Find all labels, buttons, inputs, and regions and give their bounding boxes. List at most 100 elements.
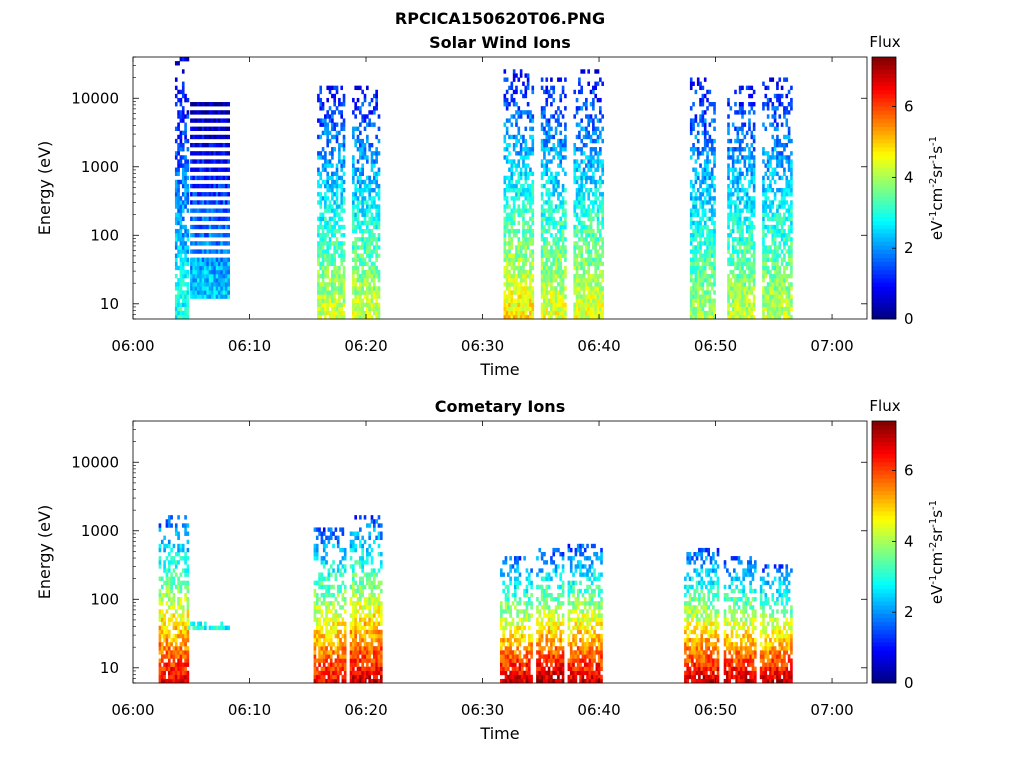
heatmap-cell [373, 302, 376, 308]
heatmap-cell [377, 126, 381, 131]
heatmap-cell [197, 257, 200, 262]
heatmap-cell [375, 216, 378, 222]
heatmap-cell [701, 93, 705, 99]
heatmap-cell [561, 220, 565, 226]
heatmap-cell [689, 306, 693, 312]
heatmap-cell [199, 257, 203, 262]
heatmap-cell [335, 290, 339, 295]
heatmap-cell [575, 286, 579, 291]
heatmap-cell [589, 302, 593, 308]
heatmap-cell [179, 588, 183, 594]
heatmap-cell [524, 89, 528, 95]
heatmap-cell [354, 290, 357, 295]
heatmap-cell [206, 192, 210, 197]
heatmap-cell [313, 642, 317, 647]
heatmap-cell [181, 110, 185, 115]
heatmap-cell [689, 278, 693, 283]
heatmap-cell [354, 224, 357, 230]
heatmap-cell [340, 204, 344, 209]
heatmap-cell [373, 93, 376, 99]
heatmap-cell [543, 138, 546, 144]
heatmap-cell [750, 102, 754, 107]
heatmap-cell [375, 290, 378, 295]
heatmap-cell [184, 580, 187, 586]
heatmap-cell [727, 192, 730, 197]
heatmap-cell [561, 290, 565, 295]
heatmap-cell [524, 310, 528, 316]
heatmap-cell [352, 249, 355, 254]
heatmap-cell [773, 241, 777, 246]
heatmap-cell [585, 282, 588, 287]
heatmap-cell [561, 237, 565, 242]
heatmap-cell [370, 294, 374, 299]
heatmap-cell [174, 527, 178, 532]
heatmap-cell [706, 163, 709, 168]
heatmap-cell [694, 114, 698, 119]
heatmap-cell [762, 192, 765, 197]
heatmap-cell [550, 298, 553, 303]
heatmap-cell [771, 310, 775, 316]
heatmap-cell [331, 163, 334, 168]
heatmap-cell [340, 278, 344, 283]
heatmap-cell [575, 147, 579, 152]
heatmap-cell [561, 208, 565, 213]
heatmap-cell [326, 175, 330, 181]
heatmap-cell [354, 253, 357, 258]
heatmap-cell [338, 97, 341, 103]
heatmap-cell [204, 261, 207, 267]
heatmap-cell [748, 278, 751, 283]
heatmap-cell [181, 670, 185, 676]
heatmap-cell [167, 658, 171, 663]
heatmap-cell [750, 228, 754, 234]
heatmap-cell [328, 220, 332, 226]
heatmap-cell [352, 204, 355, 209]
heatmap-cell [773, 237, 777, 242]
heatmap-cell [696, 77, 700, 82]
heatmap-cell [706, 97, 709, 103]
heatmap-cell [179, 89, 183, 95]
heatmap-cell [524, 253, 528, 258]
heatmap-cell [215, 241, 219, 246]
heatmap-cell [510, 216, 514, 222]
heatmap-cell [575, 110, 579, 115]
heatmap-cell [585, 224, 588, 230]
heatmap-cell [375, 224, 378, 230]
heatmap-cell [713, 163, 716, 168]
heatmap-cell [708, 310, 712, 316]
heatmap-cell [326, 110, 330, 115]
heatmap-cell [158, 543, 162, 549]
heatmap-cell [352, 130, 355, 136]
heatmap-cell [220, 261, 224, 267]
heatmap-cell [738, 265, 742, 271]
heatmap-cell [692, 294, 695, 299]
heatmap-cell [594, 302, 597, 308]
heatmap-cell [748, 208, 751, 213]
heatmap-cell [783, 188, 786, 193]
heatmap-cell [519, 212, 523, 217]
heatmap-cell [505, 282, 509, 287]
heatmap-cell [692, 102, 695, 107]
heatmap-cell [321, 102, 325, 107]
heatmap-cell [769, 163, 772, 168]
heatmap-cell [179, 290, 183, 295]
heatmap-cell [174, 633, 178, 639]
heatmap-cell [218, 208, 221, 213]
heatmap-cell [524, 179, 528, 185]
heatmap-cell [696, 269, 700, 275]
heatmap-cell [564, 212, 567, 217]
heatmap-cell [359, 122, 362, 127]
heatmap-cell [197, 200, 200, 205]
heatmap-cell [748, 155, 751, 160]
heatmap-cell [199, 282, 203, 287]
heatmap-cell [324, 290, 327, 295]
heatmap-cell [328, 241, 332, 246]
heatmap-cell [550, 147, 553, 152]
heatmap-cell [550, 204, 553, 209]
heatmap-cell [160, 642, 164, 647]
heatmap-cell [208, 167, 212, 172]
heatmap-cell [510, 81, 514, 86]
heatmap-cell [366, 241, 369, 246]
heatmap-cell [366, 278, 369, 283]
heatmap-cell [713, 290, 716, 295]
